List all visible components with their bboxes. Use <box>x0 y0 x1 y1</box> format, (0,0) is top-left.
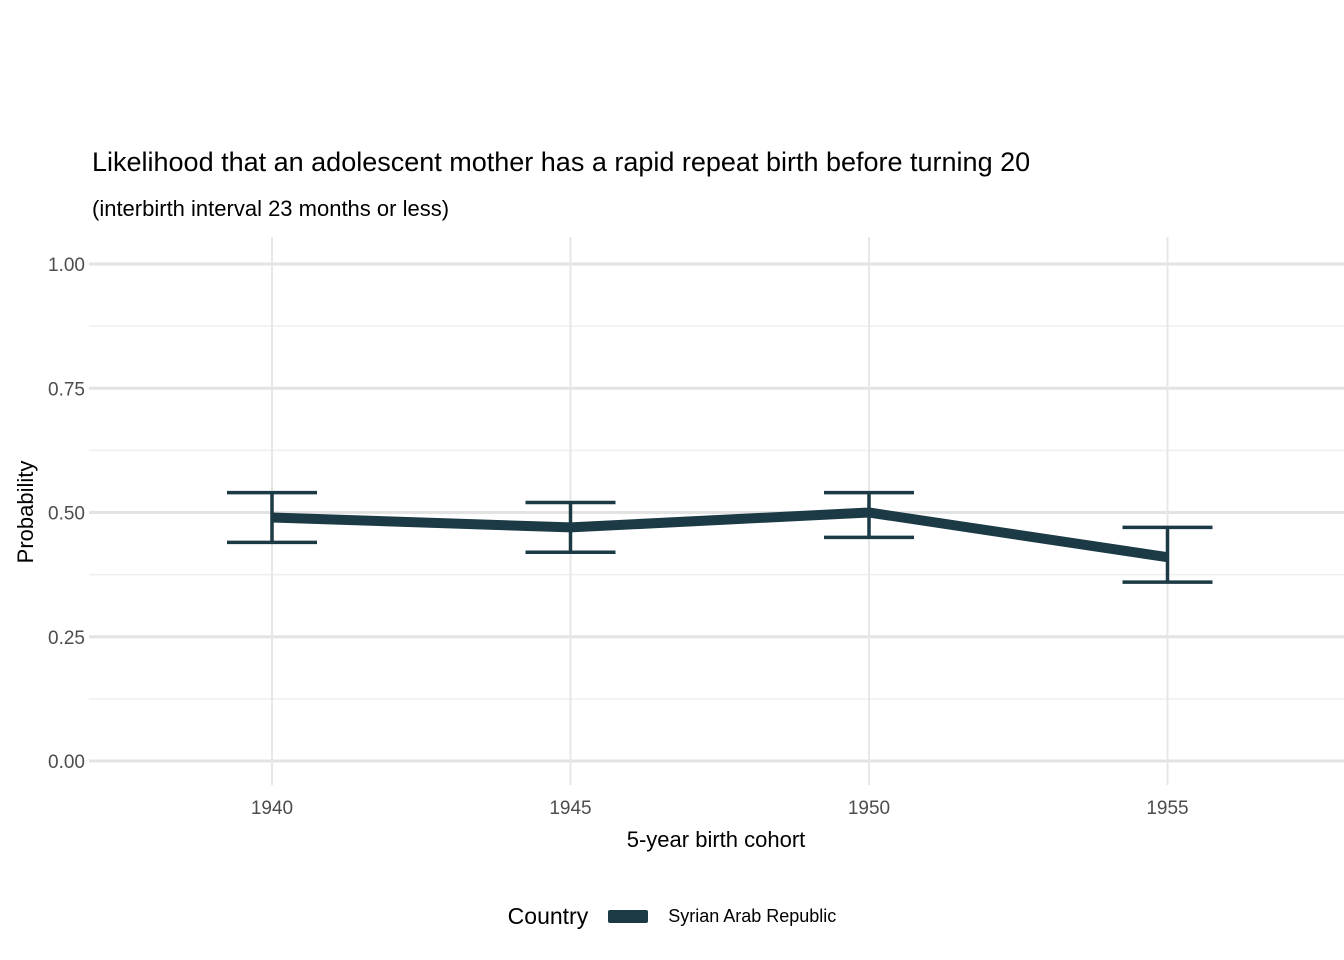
y-axis-title: Probability <box>13 460 38 564</box>
legend: Country Syrian Arab Republic <box>0 903 1344 930</box>
legend-line-swatch <box>608 910 649 923</box>
legend-item-label: Syrian Arab Republic <box>668 906 837 926</box>
y-tick-label: 0.25 <box>48 628 85 649</box>
x-tick-label: 1940 <box>251 798 293 819</box>
y-tick-label: 0.50 <box>48 504 85 525</box>
series-line <box>271 507 1169 563</box>
x-tick-label: 1955 <box>1146 798 1188 819</box>
x-tick-label: 1945 <box>549 798 591 819</box>
y-tick-label: 0.00 <box>48 752 85 773</box>
x-tick-label: 1950 <box>848 798 890 819</box>
y-tick-label: 1.00 <box>48 255 85 276</box>
chart-title: Likelihood that an adolescent mother has… <box>92 147 1031 177</box>
chart-subtitle: (interbirth interval 23 months or less) <box>92 196 450 221</box>
legend-title: Country <box>507 903 589 929</box>
y-tick-label: 0.75 <box>48 379 85 400</box>
x-axis-title: 5-year birth cohort <box>626 827 806 852</box>
